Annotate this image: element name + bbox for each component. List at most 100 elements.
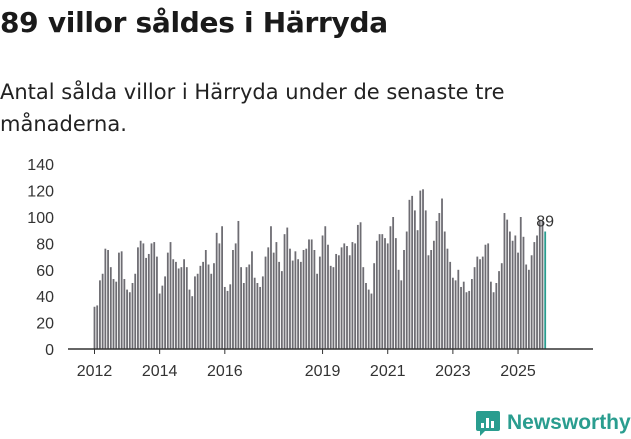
bar — [264, 256, 267, 349]
bar — [530, 255, 533, 349]
bar — [199, 265, 202, 349]
bar — [302, 250, 305, 349]
bar — [145, 257, 147, 349]
bar — [498, 271, 500, 349]
y-tick-label: 80 — [36, 236, 54, 253]
bar — [318, 256, 321, 349]
bar — [128, 292, 131, 349]
bar — [438, 213, 441, 349]
bar — [256, 283, 259, 349]
bar — [115, 281, 118, 349]
bar — [194, 276, 196, 349]
bar — [416, 230, 419, 349]
bar — [226, 290, 229, 349]
bar — [519, 217, 522, 349]
bar — [413, 210, 416, 349]
bar — [389, 226, 392, 349]
bar — [270, 226, 272, 349]
bar — [392, 217, 395, 349]
bar — [202, 261, 204, 349]
bar — [267, 247, 270, 349]
bar — [259, 286, 262, 349]
bar — [367, 289, 370, 349]
bar — [153, 242, 156, 349]
bar — [242, 283, 245, 349]
bar — [313, 250, 316, 349]
bar — [139, 240, 142, 349]
bar — [289, 248, 291, 349]
newsworthy-logo-icon — [476, 411, 500, 436]
x-tick-label: 2014 — [142, 363, 178, 380]
bar — [400, 280, 403, 349]
bar — [150, 243, 153, 349]
y-tick-label: 140 — [27, 157, 54, 174]
bar — [321, 235, 324, 349]
bar — [308, 239, 310, 349]
bar — [207, 264, 210, 349]
bar — [93, 306, 96, 349]
bar — [131, 283, 134, 349]
bar — [506, 219, 509, 349]
bar — [340, 247, 343, 349]
bar — [373, 263, 376, 349]
x-tick-label: 2025 — [500, 363, 536, 380]
bar — [245, 267, 248, 349]
bar — [142, 243, 145, 349]
highlight-label: 89 — [536, 214, 554, 231]
x-tick-label: 2019 — [305, 363, 341, 380]
bar — [514, 235, 517, 349]
x-tick-label: 2016 — [207, 363, 243, 380]
x-tick-label: 2023 — [435, 363, 471, 380]
bar — [446, 248, 449, 349]
x-tick-label: 2012 — [77, 363, 113, 380]
bar — [180, 267, 183, 349]
bar — [492, 292, 495, 349]
bar — [457, 269, 460, 349]
bar — [473, 267, 476, 349]
bar — [362, 267, 365, 349]
bar — [533, 242, 536, 349]
bar — [99, 280, 101, 349]
bar — [107, 250, 109, 349]
bar — [465, 292, 468, 349]
bar — [196, 273, 199, 349]
bar — [161, 285, 164, 349]
bar — [158, 293, 161, 349]
bar — [384, 238, 386, 349]
bar — [251, 251, 253, 349]
bar — [272, 252, 275, 349]
chart-subtitle: Antal sålda villor i Härryda under de se… — [0, 80, 505, 136]
bar — [511, 240, 514, 349]
bar — [280, 271, 283, 349]
bar — [484, 244, 487, 349]
bar — [375, 240, 378, 349]
highlight-bar — [544, 231, 547, 349]
bar — [427, 255, 430, 349]
bar — [283, 234, 286, 349]
bar — [177, 268, 180, 349]
bar — [261, 276, 264, 349]
bar — [191, 296, 194, 349]
bar — [316, 273, 319, 349]
bar — [335, 253, 338, 349]
bar — [394, 238, 397, 349]
brand-name: Newsworthy — [507, 411, 631, 434]
bar — [156, 256, 158, 349]
y-tick-label: 100 — [27, 210, 54, 227]
bar — [120, 251, 123, 349]
bar — [329, 265, 332, 349]
bar — [351, 242, 354, 349]
bar — [430, 250, 433, 349]
bar — [481, 256, 484, 349]
y-tick-label: 60 — [36, 263, 54, 280]
bar — [96, 305, 99, 349]
bar — [183, 259, 185, 349]
bar — [479, 259, 481, 349]
bar — [299, 261, 302, 349]
bar — [451, 277, 454, 349]
bar — [435, 220, 438, 349]
bar — [365, 283, 367, 349]
bar — [223, 286, 226, 349]
bar — [422, 189, 424, 349]
bar — [237, 220, 240, 349]
